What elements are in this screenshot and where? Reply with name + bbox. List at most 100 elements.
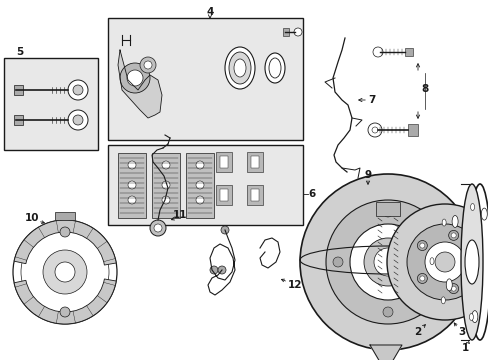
- Ellipse shape: [429, 258, 433, 265]
- Bar: [216, 185, 231, 205]
- Text: 4: 4: [206, 7, 213, 17]
- Circle shape: [450, 233, 455, 238]
- Circle shape: [150, 220, 165, 236]
- Text: 11: 11: [172, 210, 187, 220]
- Circle shape: [406, 224, 482, 300]
- Text: 12: 12: [287, 280, 302, 290]
- Circle shape: [447, 230, 458, 240]
- Circle shape: [371, 127, 377, 133]
- Ellipse shape: [446, 279, 451, 291]
- Bar: [14, 115, 23, 125]
- Circle shape: [55, 262, 75, 282]
- Bar: [55, 212, 75, 220]
- Bar: [152, 153, 180, 218]
- FancyBboxPatch shape: [113, 23, 231, 119]
- Circle shape: [196, 161, 203, 169]
- Circle shape: [386, 204, 488, 320]
- Text: 7: 7: [367, 95, 375, 105]
- Text: 8: 8: [421, 84, 428, 94]
- Circle shape: [467, 257, 477, 267]
- Circle shape: [221, 226, 228, 234]
- Ellipse shape: [441, 219, 445, 226]
- Circle shape: [73, 115, 83, 125]
- Ellipse shape: [468, 314, 472, 320]
- Bar: [375, 202, 399, 216]
- Circle shape: [469, 260, 474, 265]
- Bar: [14, 85, 23, 95]
- Circle shape: [434, 252, 454, 272]
- Circle shape: [209, 266, 218, 274]
- Circle shape: [325, 200, 449, 324]
- Ellipse shape: [480, 208, 487, 220]
- Circle shape: [127, 70, 142, 86]
- Circle shape: [162, 161, 170, 169]
- Circle shape: [416, 240, 427, 251]
- Circle shape: [60, 227, 70, 237]
- Bar: [407, 124, 417, 136]
- Circle shape: [332, 257, 342, 267]
- Circle shape: [73, 85, 83, 95]
- Circle shape: [21, 228, 109, 316]
- Wedge shape: [14, 279, 116, 324]
- Bar: [220, 156, 227, 168]
- Text: 10: 10: [25, 213, 39, 223]
- Circle shape: [299, 174, 475, 350]
- Circle shape: [419, 243, 424, 248]
- Ellipse shape: [451, 216, 457, 228]
- Circle shape: [373, 248, 401, 276]
- Bar: [250, 156, 259, 168]
- Circle shape: [450, 286, 455, 291]
- Bar: [246, 185, 263, 205]
- Ellipse shape: [264, 53, 285, 83]
- Ellipse shape: [234, 59, 245, 77]
- Circle shape: [13, 220, 117, 324]
- Circle shape: [128, 196, 136, 204]
- Bar: [220, 189, 227, 201]
- Circle shape: [162, 196, 170, 204]
- Bar: [404, 48, 412, 56]
- Bar: [118, 153, 146, 218]
- Circle shape: [60, 307, 70, 317]
- Bar: [108, 18, 303, 140]
- Circle shape: [416, 274, 427, 283]
- Circle shape: [424, 242, 464, 282]
- Ellipse shape: [440, 297, 445, 304]
- Circle shape: [367, 123, 381, 137]
- Ellipse shape: [224, 47, 254, 89]
- Wedge shape: [14, 220, 116, 265]
- Ellipse shape: [228, 52, 250, 84]
- Ellipse shape: [268, 58, 281, 78]
- Circle shape: [349, 224, 425, 300]
- Circle shape: [128, 181, 136, 189]
- Circle shape: [43, 250, 87, 294]
- Circle shape: [143, 61, 152, 69]
- Circle shape: [154, 224, 162, 232]
- Polygon shape: [118, 50, 162, 118]
- Ellipse shape: [468, 184, 488, 340]
- Ellipse shape: [464, 240, 478, 284]
- Circle shape: [128, 161, 136, 169]
- Circle shape: [419, 276, 424, 281]
- Circle shape: [432, 257, 442, 267]
- Bar: [108, 145, 303, 225]
- Bar: [4, 58, 98, 150]
- Circle shape: [68, 110, 88, 130]
- Circle shape: [382, 307, 392, 317]
- Circle shape: [372, 47, 382, 57]
- Text: 9: 9: [364, 170, 371, 180]
- Circle shape: [363, 238, 411, 286]
- Bar: [250, 189, 259, 201]
- Text: 6: 6: [308, 189, 315, 199]
- Ellipse shape: [469, 203, 474, 211]
- Circle shape: [382, 207, 392, 217]
- Circle shape: [447, 284, 458, 294]
- Bar: [185, 153, 214, 218]
- Text: 5: 5: [16, 47, 23, 57]
- Polygon shape: [369, 345, 401, 360]
- Circle shape: [293, 28, 302, 36]
- Text: 2: 2: [413, 327, 421, 337]
- Text: 1: 1: [461, 343, 468, 353]
- Circle shape: [162, 181, 170, 189]
- Circle shape: [196, 181, 203, 189]
- Circle shape: [120, 63, 150, 93]
